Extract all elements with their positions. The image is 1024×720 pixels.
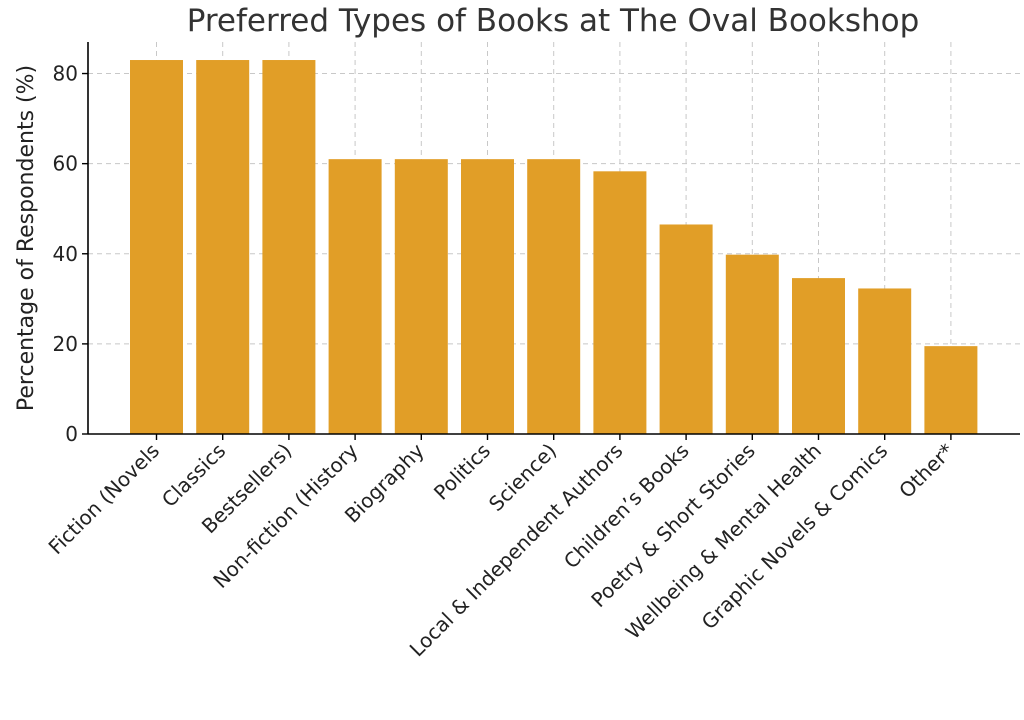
- y-axis-label: Percentage of Respondents (%): [14, 65, 39, 411]
- bars: [130, 60, 978, 435]
- chart-title: Preferred Types of Books at The Oval Boo…: [187, 3, 920, 39]
- bar: [328, 159, 382, 435]
- bar: [394, 159, 448, 435]
- bar: [725, 254, 779, 434]
- bar: [792, 278, 845, 434]
- bar: [858, 288, 912, 434]
- y-tick-label: 0: [65, 422, 78, 446]
- y-tick-label: 80: [53, 62, 78, 86]
- y-tick-label: 40: [53, 242, 78, 266]
- bar: [196, 60, 250, 435]
- y-ticks: 0 20 40 60 80: [53, 62, 88, 446]
- y-tick-label: 60: [53, 152, 78, 176]
- bar: [527, 159, 581, 435]
- bar: [461, 159, 514, 435]
- bar: [262, 60, 316, 435]
- bar: [659, 224, 713, 434]
- y-tick-label: 20: [53, 332, 78, 356]
- x-tick-label: Other*: [894, 439, 958, 503]
- bar: [593, 171, 647, 434]
- x-tick-label: Politics: [429, 439, 495, 505]
- x-tick-label: Fiction (Novels: [44, 439, 164, 559]
- bar: [924, 346, 978, 434]
- x-tick-label: Children’s Books: [559, 439, 694, 574]
- bar: [130, 60, 183, 435]
- x-ticks: Fiction (NovelsClassicsBestsellers)Non-f…: [44, 434, 958, 661]
